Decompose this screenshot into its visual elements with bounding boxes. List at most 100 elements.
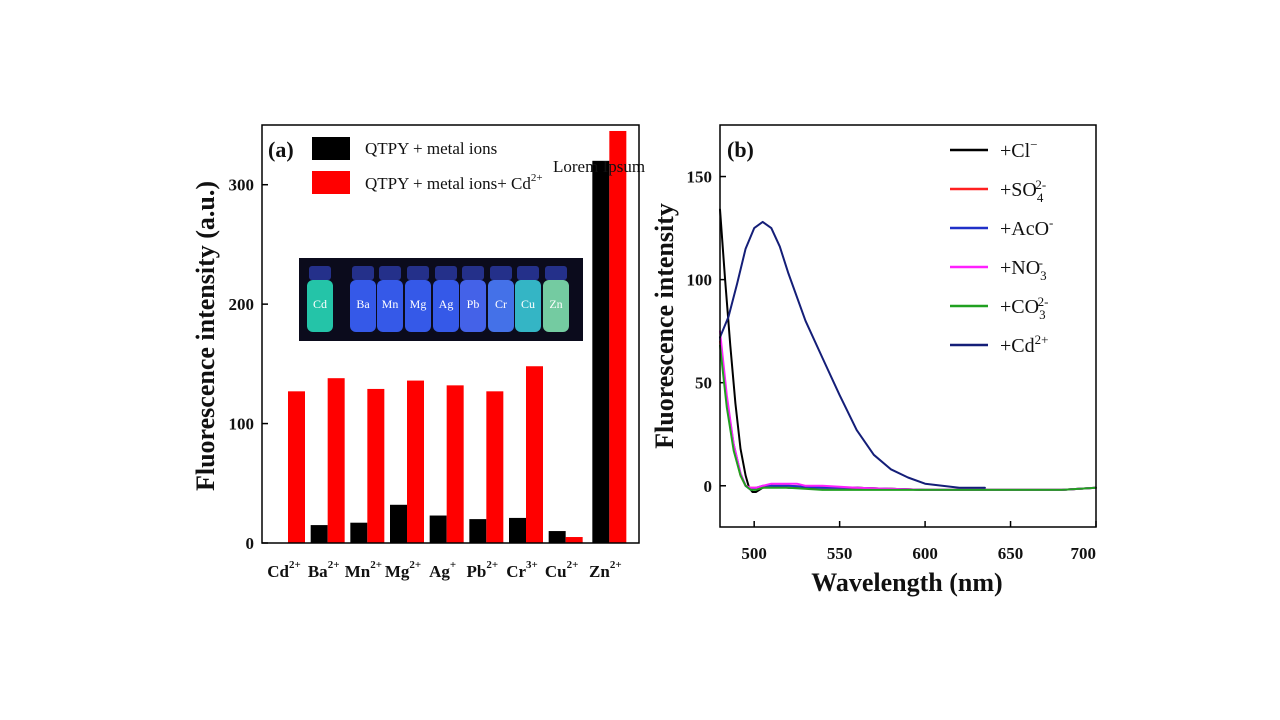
- series-line-5: [719, 344, 1097, 491]
- vial-cap: [309, 266, 331, 280]
- x-tick-sup: 2+: [567, 559, 579, 571]
- series-line-4: [719, 330, 1097, 491]
- series-line-1: [719, 208, 1097, 493]
- bar-mg-series-2: [407, 380, 424, 543]
- legend-label-series-2: QTPY + metal ions+ Cd2+: [365, 172, 543, 193]
- panel-a-x-tick-label: Ag+: [429, 559, 456, 581]
- vial-body: [350, 280, 376, 332]
- panel-b-x-tick-label: 500: [741, 544, 767, 563]
- panel-a-y-tick-label: 200: [229, 295, 255, 314]
- legend-label-sup: 2-: [1038, 294, 1049, 309]
- panel-a-y-ticks: 0 100 200 300: [229, 176, 268, 553]
- panel-a-x-tick-label: Cd2+: [267, 559, 301, 581]
- legend-label-series-2-sup: 2+: [531, 172, 543, 184]
- x-tick-base: Zn: [589, 562, 610, 581]
- vial-label: Cu: [521, 297, 535, 311]
- vial-cap: [435, 266, 457, 280]
- vial-cap: [407, 266, 429, 280]
- panel-b-x-tick-label: 600: [912, 544, 938, 563]
- panel-b-y-tick-label: 150: [687, 168, 713, 187]
- vial-label: Zn: [549, 297, 562, 311]
- bar-mn-series-2: [367, 388, 385, 543]
- panel-a-y-tick-label: 300: [229, 176, 255, 195]
- x-tick-base: Cr: [506, 562, 526, 581]
- panel-a-y-tick-label: 100: [229, 415, 255, 434]
- panel-a-x-tick-label: Zn2+: [589, 559, 622, 581]
- x-tick-base: Mn: [345, 562, 371, 581]
- vial-body: [543, 280, 569, 332]
- panel-b-series-lines: [719, 208, 1097, 493]
- bar-cr-series-2: [526, 366, 543, 543]
- panel-b-y-tick-label: 50: [695, 374, 712, 393]
- panel-b-line-chart: Fluorescence intensity Wavelength (nm) 0…: [650, 124, 1097, 597]
- panel-a-x-tick-label: Ba2+: [308, 559, 340, 581]
- vial-cap: [379, 266, 401, 280]
- x-tick-base: Cu: [545, 562, 567, 581]
- vial-body: [377, 280, 403, 332]
- legend-label-sup: 2-: [1035, 177, 1046, 192]
- x-tick-sup: 2+: [409, 559, 421, 571]
- vial-label: Pb: [467, 297, 480, 311]
- legend-label-base: +Cd: [1000, 335, 1035, 357]
- panel-b-y-axis-title: Fluorescence intensity: [650, 203, 679, 449]
- panel-a-bar-chart: Fluorescence intensity (a.u.) 0 100 200 300…: [191, 124, 645, 581]
- bar-pb-series-1: [469, 519, 487, 543]
- panel-a-x-ticks: Cd2+ Ba2+ Mn2+ Mg2+ Ag+ Pb2+ Cr3+ Cu2+ Zn2+: [267, 559, 621, 581]
- legend-label-sub: 4: [1037, 190, 1044, 205]
- vial-body: [405, 280, 431, 332]
- x-tick-sup: +: [450, 559, 456, 571]
- legend-label-base: +AcO: [1000, 218, 1049, 240]
- vial-cap: [517, 266, 539, 280]
- x-tick-base: Mg: [385, 562, 410, 581]
- bar-zn-series-1: [592, 160, 610, 544]
- legend-label: +AcO-: [1000, 215, 1053, 240]
- series-line-6: [719, 220, 986, 489]
- bar-ba-series-1: [310, 525, 328, 543]
- panel-a-y-axis-title: Fluorescence intensity (a.u.): [191, 181, 220, 491]
- vial-label: Cd: [313, 297, 327, 311]
- x-tick-base: Ag: [429, 562, 450, 581]
- series-line-3: [719, 336, 1097, 491]
- bar-ag-series-2: [446, 385, 464, 543]
- vial-row: Cd Ba Mn Mg Ag Pb Cr Cu Zn: [307, 266, 569, 332]
- vial-label: Cr: [495, 297, 507, 311]
- legend-label-sup: -: [1039, 255, 1043, 270]
- vial-body: [515, 280, 541, 332]
- bar-mg-series-1: [390, 504, 407, 543]
- bar-ba-series-2: [327, 378, 345, 543]
- panel-a-x-tick-label: Mg2+: [385, 559, 421, 581]
- legend-label-base: +CO: [1000, 296, 1039, 318]
- legend-label-base: +Cl: [1000, 140, 1031, 162]
- bar-zn-series-2: [609, 130, 627, 543]
- vial-body: [460, 280, 486, 332]
- panel-a-x-tick-label: Pb2+: [467, 559, 499, 581]
- panel-b-x-tick-label: 650: [998, 544, 1024, 563]
- vial-label: Ag: [439, 297, 454, 311]
- bar-cu-series-2: [565, 537, 583, 543]
- bar-cu-series-1: [548, 531, 566, 543]
- panel-a-x-tick-label: Mn2+: [345, 559, 382, 581]
- x-tick-sup: 2+: [370, 559, 382, 571]
- x-tick-sup: 2+: [328, 559, 340, 571]
- x-tick-sup: 2+: [289, 559, 301, 571]
- panel-b-x-axis-title: Wavelength (nm): [811, 568, 1002, 597]
- legend-label-sup: −: [1030, 137, 1037, 152]
- legend-label-sub: 3: [1039, 307, 1046, 322]
- legend-label-base: +NO: [1000, 257, 1040, 279]
- legend-label: +CO32-: [1000, 294, 1048, 322]
- vial-cap: [490, 266, 512, 280]
- legend-label-sup: -: [1049, 215, 1053, 230]
- panel-b-legend: +Cl−+SO42-+AcO-+NO3-+CO32-+Cd2+: [950, 137, 1053, 357]
- panel-a-bars: [288, 130, 627, 544]
- panel-b-y-tick-label: 0: [704, 477, 713, 496]
- legend-label-series-2-base: QTPY + metal ions+ Cd: [365, 174, 531, 193]
- panel-b-letter: (b): [727, 137, 754, 162]
- x-tick-base: Cd: [267, 562, 289, 581]
- panel-a-y-tick-label: 0: [246, 534, 255, 553]
- legend-label: +SO42-: [1000, 177, 1046, 205]
- vial-cap: [545, 266, 567, 280]
- panel-a-x-tick-label: Cr3+: [506, 559, 538, 581]
- legend-label-base: +SO: [1000, 179, 1037, 201]
- series-line-2: [719, 340, 1097, 491]
